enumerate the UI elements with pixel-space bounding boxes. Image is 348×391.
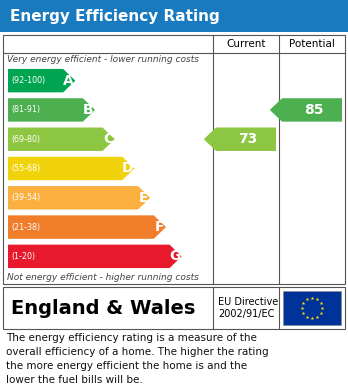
Polygon shape: [8, 127, 115, 151]
Text: F: F: [155, 220, 164, 234]
Text: G: G: [169, 249, 181, 264]
Text: Potential: Potential: [289, 39, 335, 49]
Text: (92-100): (92-100): [11, 76, 45, 85]
Text: D: D: [122, 161, 134, 176]
Text: (21-38): (21-38): [11, 222, 40, 231]
Polygon shape: [8, 157, 134, 180]
Text: Very energy efficient - lower running costs: Very energy efficient - lower running co…: [7, 55, 199, 64]
Polygon shape: [8, 186, 150, 210]
Text: The energy efficiency rating is a measure of the: The energy efficiency rating is a measur…: [6, 333, 257, 343]
Text: Energy Efficiency Rating: Energy Efficiency Rating: [10, 9, 220, 23]
Text: lower the fuel bills will be.: lower the fuel bills will be.: [6, 375, 143, 385]
Text: Current: Current: [226, 39, 266, 49]
Text: overall efficiency of a home. The higher the rating: overall efficiency of a home. The higher…: [6, 347, 269, 357]
Bar: [3, 287, 345, 329]
Text: E: E: [139, 191, 148, 205]
Polygon shape: [204, 127, 276, 151]
Polygon shape: [8, 245, 182, 268]
Polygon shape: [8, 69, 76, 92]
Polygon shape: [8, 215, 166, 239]
Text: the more energy efficient the home is and the: the more energy efficient the home is an…: [6, 361, 247, 371]
Polygon shape: [270, 98, 342, 122]
Text: A: A: [63, 74, 74, 88]
Text: England & Wales: England & Wales: [11, 298, 195, 317]
Text: C: C: [103, 132, 113, 146]
Text: (81-91): (81-91): [11, 106, 40, 115]
Text: (69-80): (69-80): [11, 135, 40, 144]
Text: 2002/91/EC: 2002/91/EC: [218, 309, 274, 319]
Bar: [283, 291, 341, 325]
Text: B: B: [83, 103, 94, 117]
Bar: [0, 0, 348, 32]
Polygon shape: [8, 98, 95, 122]
Text: (39-54): (39-54): [11, 193, 40, 202]
Text: 73: 73: [238, 132, 258, 146]
Text: 85: 85: [304, 103, 324, 117]
Bar: [3, 35, 345, 284]
Text: EU Directive: EU Directive: [218, 297, 278, 307]
Text: Not energy efficient - higher running costs: Not energy efficient - higher running co…: [7, 273, 199, 282]
Text: (1-20): (1-20): [11, 252, 35, 261]
Text: (55-68): (55-68): [11, 164, 40, 173]
